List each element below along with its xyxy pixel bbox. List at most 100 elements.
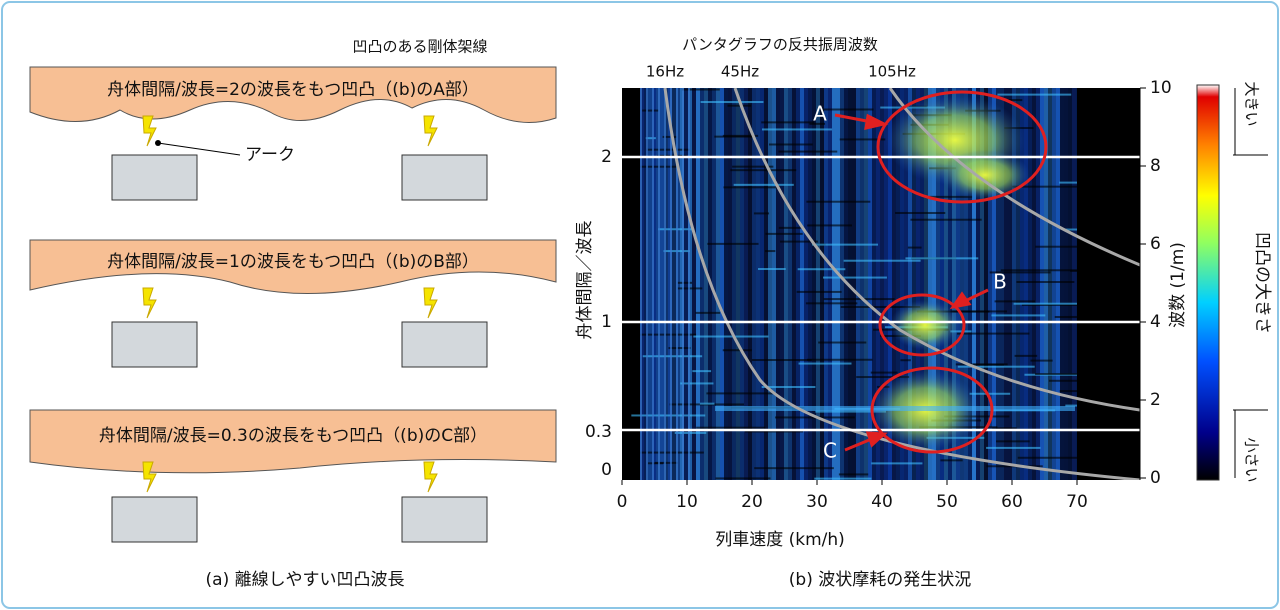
heat-column [692,88,696,480]
heat-streak [806,201,870,203]
heat-column [868,88,872,480]
y-right-tick-label: 0 [1150,468,1161,488]
heat-column [736,88,740,480]
x-tick-label: 20 [741,492,763,512]
heat-column [1040,88,1044,480]
heat-streak [692,370,711,372]
heat-streak [996,440,1030,442]
heat-streak [752,359,812,361]
heat-column [744,88,748,480]
heat-streak [695,312,720,314]
y-right-tick-label: 8 [1150,156,1161,176]
heat-streak [799,363,852,365]
heat-streak [754,467,834,469]
heat-streak [761,121,814,123]
colorbar-low: 小さい [1243,437,1261,482]
y-left-tick-label: 1 [601,312,612,332]
heat-streak [824,108,874,110]
caption: (b) 波状摩耗の発生状況 [789,570,971,590]
heat-streak [807,359,872,361]
heat-streak [905,257,978,259]
heat-streak [707,243,758,245]
heat-column [660,88,664,480]
heat-column [812,88,816,480]
heat-blank [1077,88,1140,480]
heat-column [816,88,820,480]
heat-column [748,88,752,480]
heat-streak [693,336,768,338]
panel-label: 舟体間隔/波長=1の波長をもつ凹凸（(b)のB部） [107,252,479,272]
heat-streak [629,334,696,336]
heat-stripe [682,88,684,480]
heat-column [684,88,688,480]
heat-streak [643,355,702,357]
heat-streak [1016,281,1074,283]
heat-column [804,88,808,480]
heat-streak [758,268,786,270]
heat-column [740,88,744,480]
heat-streak [871,462,922,464]
heat-stripe [646,88,648,480]
heat-streak [991,314,1045,316]
heat-streak [1001,269,1080,271]
heat-column [1048,88,1052,480]
heat-streak [798,268,846,270]
heat-streak [642,110,659,112]
heat-streak [700,403,715,405]
heat-stripe [676,88,678,480]
x-tick-label: 40 [871,492,893,512]
y-right-tick-label: 6 [1150,234,1161,254]
heat-streak [675,432,707,434]
heat-streak [824,298,895,300]
marker: B [993,270,1007,294]
chart-title: パンタグラフの反共振周波数 [682,36,878,54]
heat-streak [754,212,769,214]
heat-stripe [640,88,642,480]
x-axis-label: 列車速度 (km/h) [715,530,845,550]
heat-column [732,88,736,480]
heat-streak [778,151,837,153]
heat-streak [806,302,857,304]
heat-column [772,88,776,480]
panel-label: 舟体間隔/波長=0.3の波長をもつ凹凸（(b)のC部） [99,426,487,446]
heat-streak [734,184,794,186]
y-left-tick-label: 2 [601,147,612,167]
colorbar [1197,85,1219,480]
heat-column [648,88,652,480]
heat-column [1056,88,1060,480]
heat-stripe [688,88,690,480]
heat-column [800,88,804,480]
y-right-tick-label: 10 [1150,78,1172,98]
heat-streak [814,478,871,480]
heat-streak [696,427,765,429]
panel-label: 舟体間隔/波長=2の波長をもつ凹凸（(b)のA部） [107,80,479,100]
heat-streak [844,260,921,262]
heat-streak [1031,360,1053,362]
heat-column [1060,88,1064,480]
x-tick-label: 0 [617,492,628,512]
y-right-label: 波数 (1/m) [1168,242,1188,328]
heat-column [832,88,836,480]
y-left-label: 舟体間隔／波長 [575,221,595,340]
heat-streak [807,224,852,226]
heat-stripe [670,88,672,480]
heat-streak [701,101,764,103]
marker: A [813,102,827,126]
heat-streak [727,105,751,107]
heat-column [808,88,812,480]
heat-streak [762,128,832,130]
heat-streak [779,227,803,229]
heat-column [716,88,720,480]
heat-streak [995,300,1035,302]
heat-stripe [658,88,660,480]
heat-column [856,88,860,480]
heat-streak [940,459,962,461]
colorbar-label: 凹凸の大きさ [1252,232,1272,334]
freq-label: 45Hz [721,63,759,81]
colorbar-high: 大きい [1243,81,1261,126]
heat-column [1024,88,1028,480]
heat-column [1068,88,1072,480]
heat-streak [997,94,1071,96]
heat-streak [1014,303,1088,305]
heat-column [724,88,728,480]
